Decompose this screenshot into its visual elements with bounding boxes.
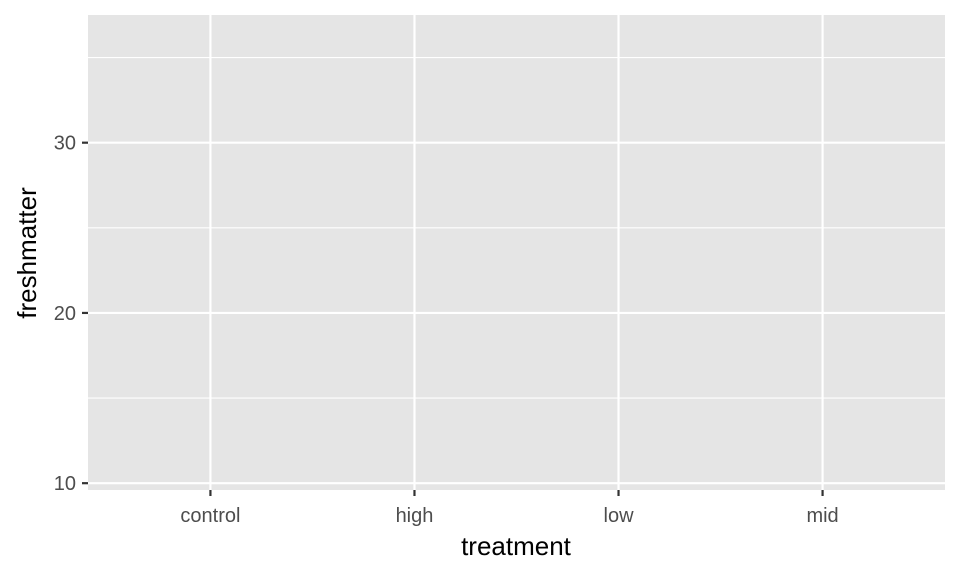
x-axis: control high low mid	[180, 490, 839, 527]
y-axis-title: freshmatter	[12, 187, 42, 319]
plot-panel	[88, 15, 945, 490]
y-axis: 10 20 30	[54, 133, 88, 495]
major-gridlines	[88, 15, 945, 490]
x-tick-label: low	[604, 505, 635, 527]
x-tick-label: mid	[806, 505, 838, 527]
y-tick-label: 10	[54, 473, 76, 495]
y-tick-label: 30	[54, 133, 76, 155]
x-axis-title: treatment	[461, 531, 572, 561]
minor-gridlines	[88, 57, 945, 399]
x-tick-label: high	[396, 505, 434, 527]
y-tick-label: 20	[54, 303, 76, 325]
x-tick-label: control	[180, 505, 240, 527]
